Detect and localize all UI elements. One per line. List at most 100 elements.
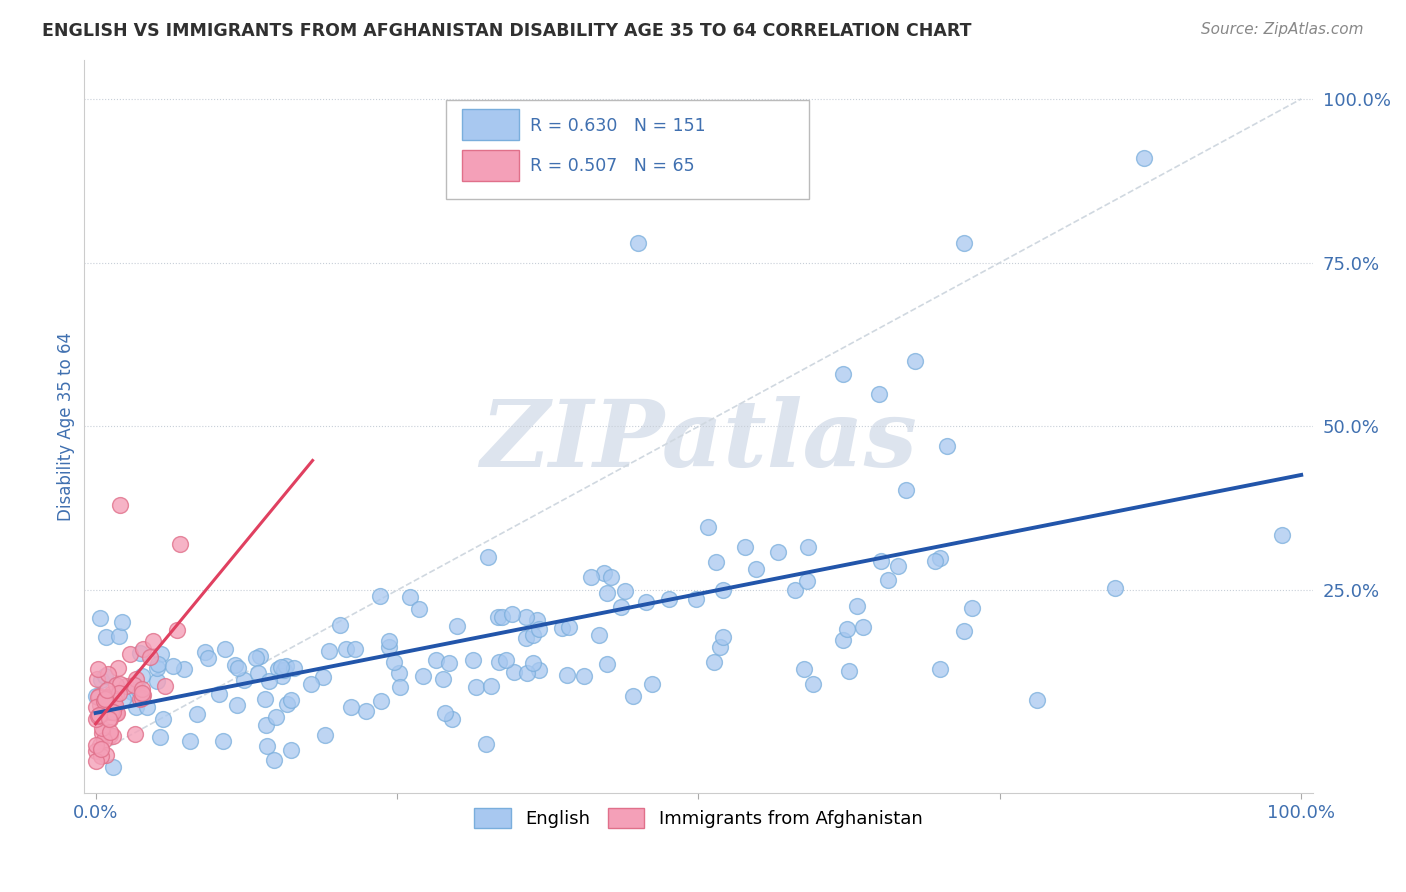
Point <box>100 706 122 720</box>
Point <box>796 574 818 589</box>
Point <box>146 661 169 675</box>
Point <box>166 623 188 637</box>
Point <box>90 722 112 736</box>
Point <box>90 742 112 756</box>
Point <box>89 611 111 625</box>
Point <box>131 669 153 683</box>
Point <box>169 537 191 551</box>
Point <box>312 670 335 684</box>
Point <box>636 595 658 609</box>
Point <box>121 685 143 699</box>
Point <box>132 642 155 657</box>
Point <box>254 718 277 732</box>
Point <box>793 662 815 676</box>
Point <box>846 599 869 613</box>
Point <box>103 692 125 706</box>
Point <box>93 692 115 706</box>
Point <box>86 708 108 723</box>
Point <box>224 658 246 673</box>
Point <box>658 591 681 606</box>
Point <box>105 688 128 702</box>
Point <box>838 664 860 678</box>
Point <box>84 712 107 726</box>
Point <box>766 545 789 559</box>
Y-axis label: Disability Age 35 to 64: Disability Age 35 to 64 <box>58 332 75 521</box>
Point <box>377 640 399 655</box>
Point <box>437 656 460 670</box>
Point <box>703 655 725 669</box>
Point <box>329 618 352 632</box>
Point <box>84 738 107 752</box>
Point <box>299 677 322 691</box>
Text: R = 0.630   N = 151: R = 0.630 N = 151 <box>530 117 706 135</box>
Point <box>127 681 149 696</box>
Point <box>613 583 636 598</box>
Point <box>877 574 900 588</box>
Point <box>382 655 405 669</box>
Point <box>1270 528 1292 542</box>
Point <box>194 645 217 659</box>
Point <box>600 570 623 584</box>
Point <box>936 439 959 453</box>
Point <box>228 661 250 675</box>
Point <box>152 712 174 726</box>
Point <box>501 607 523 621</box>
Point <box>86 689 108 703</box>
Point <box>579 569 602 583</box>
Point <box>711 582 734 597</box>
Point <box>129 692 152 706</box>
Point <box>115 679 138 693</box>
Point <box>105 706 128 720</box>
Point <box>125 699 148 714</box>
Point <box>370 694 392 708</box>
Point <box>433 706 456 720</box>
Point <box>97 698 120 713</box>
Point <box>186 706 208 721</box>
Point <box>270 659 292 673</box>
Point <box>711 630 734 644</box>
Point <box>104 678 127 692</box>
Point <box>267 663 290 677</box>
Point <box>94 691 117 706</box>
Point <box>785 582 807 597</box>
Point <box>208 687 231 701</box>
Text: R = 0.507   N = 65: R = 0.507 N = 65 <box>530 157 695 175</box>
Point <box>697 519 720 533</box>
Point <box>104 698 127 712</box>
Point <box>389 680 412 694</box>
Point <box>593 566 616 580</box>
Point <box>526 613 548 627</box>
Point <box>100 687 122 701</box>
Point <box>87 690 110 704</box>
Point <box>274 659 297 673</box>
Point <box>131 681 153 696</box>
Point <box>929 663 952 677</box>
Point <box>226 698 249 713</box>
Point <box>408 601 430 615</box>
Point <box>91 726 114 740</box>
Point <box>832 367 855 381</box>
Point <box>100 725 122 739</box>
Point <box>136 700 159 714</box>
Point <box>232 673 254 688</box>
Point <box>125 672 148 686</box>
Point <box>314 728 336 742</box>
Point <box>280 693 302 707</box>
Point <box>94 669 117 683</box>
Point <box>257 673 280 688</box>
Point <box>146 657 169 672</box>
Point <box>105 706 128 720</box>
Point <box>87 690 110 705</box>
Point <box>212 733 235 747</box>
Point <box>108 686 131 700</box>
FancyBboxPatch shape <box>463 110 519 140</box>
Point <box>555 668 578 682</box>
Point <box>173 662 195 676</box>
Text: Source: ZipAtlas.com: Source: ZipAtlas.com <box>1201 22 1364 37</box>
Point <box>98 712 121 726</box>
Point <box>101 705 124 719</box>
Point <box>335 641 357 656</box>
Point <box>107 661 129 675</box>
Point <box>475 737 498 751</box>
Point <box>869 554 891 568</box>
